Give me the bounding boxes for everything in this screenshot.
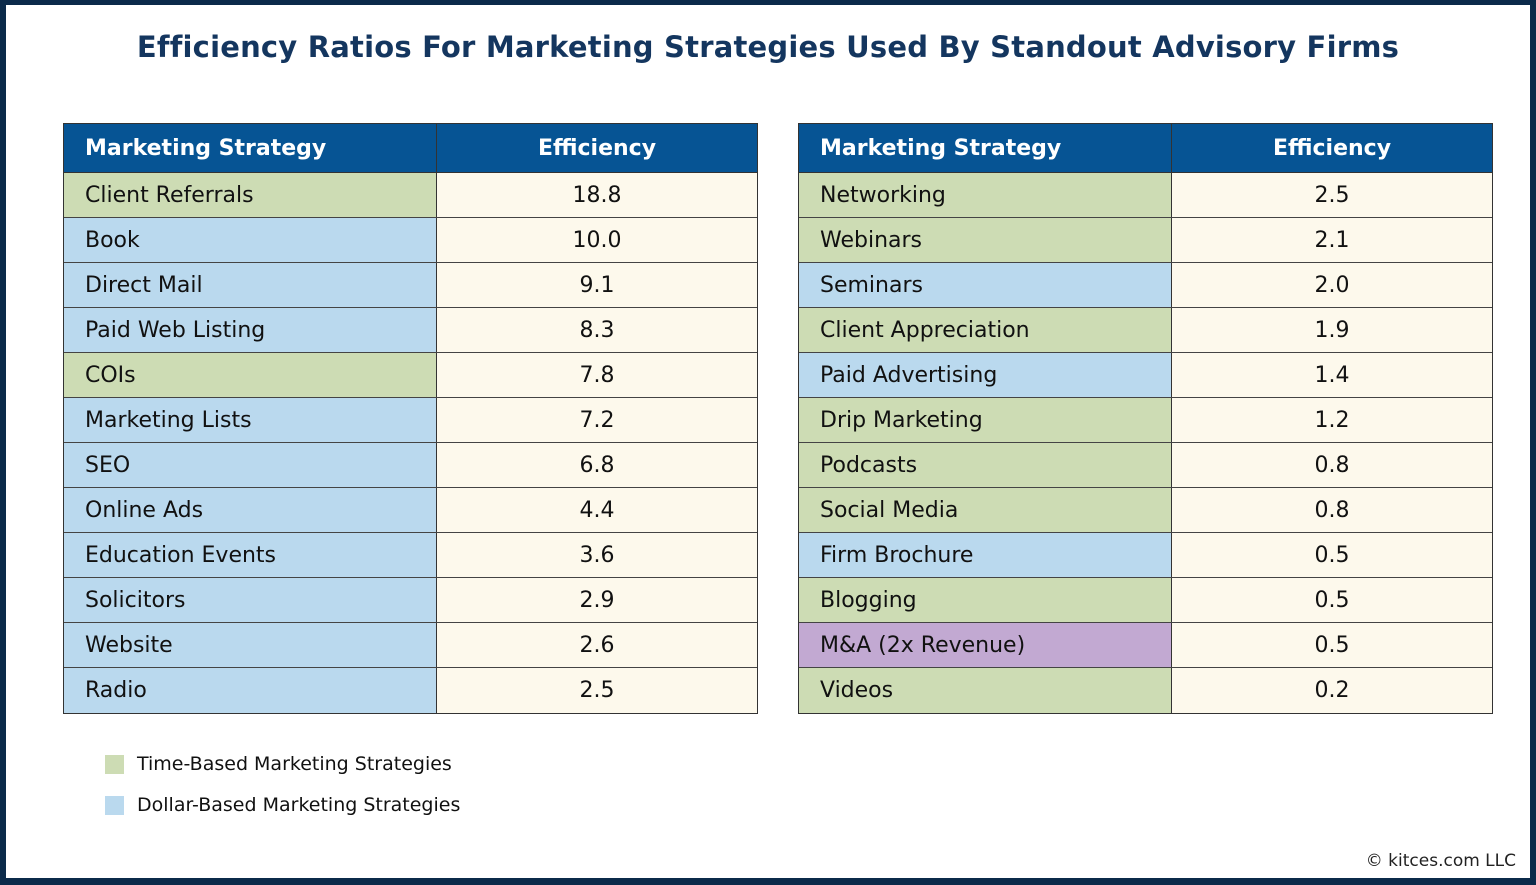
efficiency-cell: 4.4 bbox=[437, 488, 757, 532]
efficiency-cell: 7.8 bbox=[437, 353, 757, 397]
strategy-cell: Firm Brochure bbox=[799, 533, 1172, 577]
strategy-cell: Videos bbox=[799, 668, 1172, 713]
header-efficiency: Efficiency bbox=[537, 135, 657, 161]
table-header: Marketing Strategy Efficiency bbox=[799, 124, 1492, 173]
strategy-cell: SEO bbox=[64, 443, 437, 487]
table-row: Solicitors 2.9 bbox=[64, 578, 757, 623]
table-row: Podcasts 0.8 bbox=[799, 443, 1492, 488]
efficiency-cell: 2.0 bbox=[1172, 263, 1492, 307]
efficiency-table-left: Marketing Strategy Efficiency Client Ref… bbox=[63, 123, 758, 714]
efficiency-cell: 1.4 bbox=[1172, 353, 1492, 397]
table-row: Social Media 0.8 bbox=[799, 488, 1492, 533]
table-row: Firm Brochure 0.5 bbox=[799, 533, 1492, 578]
efficiency-cell: 8.3 bbox=[437, 308, 757, 352]
strategy-cell: M&A (2x Revenue) bbox=[799, 623, 1172, 667]
table-row: Education Events 3.6 bbox=[64, 533, 757, 578]
table-row: Radio 2.5 bbox=[64, 668, 757, 713]
efficiency-cell: 2.1 bbox=[1172, 218, 1492, 262]
table-row: Website 2.6 bbox=[64, 623, 757, 668]
legend-time-based: Time-Based Marketing Strategies bbox=[105, 753, 452, 775]
efficiency-cell: 2.9 bbox=[437, 578, 757, 622]
table-row: Videos 0.2 bbox=[799, 668, 1492, 713]
strategy-cell: COIs bbox=[64, 353, 437, 397]
efficiency-cell: 2.5 bbox=[1172, 173, 1492, 217]
table-row: Online Ads 4.4 bbox=[64, 488, 757, 533]
efficiency-cell: 0.5 bbox=[1172, 533, 1492, 577]
strategy-cell: Drip Marketing bbox=[799, 398, 1172, 442]
efficiency-cell: 0.2 bbox=[1172, 668, 1492, 713]
strategy-cell: Seminars bbox=[799, 263, 1172, 307]
strategy-cell: Website bbox=[64, 623, 437, 667]
strategy-cell: Webinars bbox=[799, 218, 1172, 262]
strategy-cell: Radio bbox=[64, 668, 437, 713]
table-row: Client Referrals 18.8 bbox=[64, 173, 757, 218]
page-title: Efficiency Ratios For Marketing Strategi… bbox=[136, 30, 1400, 64]
efficiency-cell: 18.8 bbox=[437, 173, 757, 217]
table-row: COIs 7.8 bbox=[64, 353, 757, 398]
efficiency-cell: 0.5 bbox=[1172, 578, 1492, 622]
strategy-cell: Marketing Lists bbox=[64, 398, 437, 442]
efficiency-table-right: Marketing Strategy Efficiency Networking… bbox=[798, 123, 1493, 714]
efficiency-cell: 3.6 bbox=[437, 533, 757, 577]
copyright: © kitces.com LLC bbox=[1365, 851, 1516, 871]
efficiency-cell: 0.8 bbox=[1172, 443, 1492, 487]
header-strategy: Marketing Strategy bbox=[799, 124, 1172, 172]
table-row: Networking 2.5 bbox=[799, 173, 1492, 218]
efficiency-cell: 0.5 bbox=[1172, 623, 1492, 667]
efficiency-cell: 6.8 bbox=[437, 443, 757, 487]
table-row: SEO 6.8 bbox=[64, 443, 757, 488]
efficiency-cell: 0.8 bbox=[1172, 488, 1492, 532]
table-row: M&A (2x Revenue) 0.5 bbox=[799, 623, 1492, 668]
table-row: Paid Web Listing 8.3 bbox=[64, 308, 757, 353]
legend-swatch-dollar bbox=[105, 795, 124, 815]
strategy-cell: Client Referrals bbox=[64, 173, 437, 217]
strategy-cell: Book bbox=[64, 218, 437, 262]
table-row: Blogging 0.5 bbox=[799, 578, 1492, 623]
legend-dollar-based: Dollar-Based Marketing Strategies bbox=[105, 794, 460, 816]
table-row: Marketing Lists 7.2 bbox=[64, 398, 757, 443]
table-row: Paid Advertising 1.4 bbox=[799, 353, 1492, 398]
legend-label: Time-Based Marketing Strategies bbox=[137, 753, 452, 775]
efficiency-cell: 2.5 bbox=[437, 668, 757, 713]
strategy-cell: Online Ads bbox=[64, 488, 437, 532]
strategy-cell: Direct Mail bbox=[64, 263, 437, 307]
strategy-cell: Solicitors bbox=[64, 578, 437, 622]
legend-swatch-time bbox=[105, 754, 124, 774]
efficiency-cell: 2.6 bbox=[437, 623, 757, 667]
table-row: Book 10.0 bbox=[64, 218, 757, 263]
strategy-cell: Social Media bbox=[799, 488, 1172, 532]
strategy-cell: Education Events bbox=[64, 533, 437, 577]
table-row: Seminars 2.0 bbox=[799, 263, 1492, 308]
table-header: Marketing Strategy Efficiency bbox=[64, 124, 757, 173]
efficiency-cell: 7.2 bbox=[437, 398, 757, 442]
table-row: Client Appreciation 1.9 bbox=[799, 308, 1492, 353]
strategy-cell: Podcasts bbox=[799, 443, 1172, 487]
header-efficiency: Efficiency bbox=[1272, 135, 1392, 161]
table-row: Drip Marketing 1.2 bbox=[799, 398, 1492, 443]
strategy-cell: Paid Advertising bbox=[799, 353, 1172, 397]
efficiency-cell: 1.2 bbox=[1172, 398, 1492, 442]
legend-label: Dollar-Based Marketing Strategies bbox=[137, 794, 461, 816]
strategy-cell: Client Appreciation bbox=[799, 308, 1172, 352]
strategy-cell: Paid Web Listing bbox=[64, 308, 437, 352]
header-strategy: Marketing Strategy bbox=[64, 124, 437, 172]
efficiency-cell: 9.1 bbox=[437, 263, 757, 307]
efficiency-cell: 10.0 bbox=[437, 218, 757, 262]
strategy-cell: Blogging bbox=[799, 578, 1172, 622]
table-row: Webinars 2.1 bbox=[799, 218, 1492, 263]
efficiency-cell: 1.9 bbox=[1172, 308, 1492, 352]
strategy-cell: Networking bbox=[799, 173, 1172, 217]
table-row: Direct Mail 9.1 bbox=[64, 263, 757, 308]
